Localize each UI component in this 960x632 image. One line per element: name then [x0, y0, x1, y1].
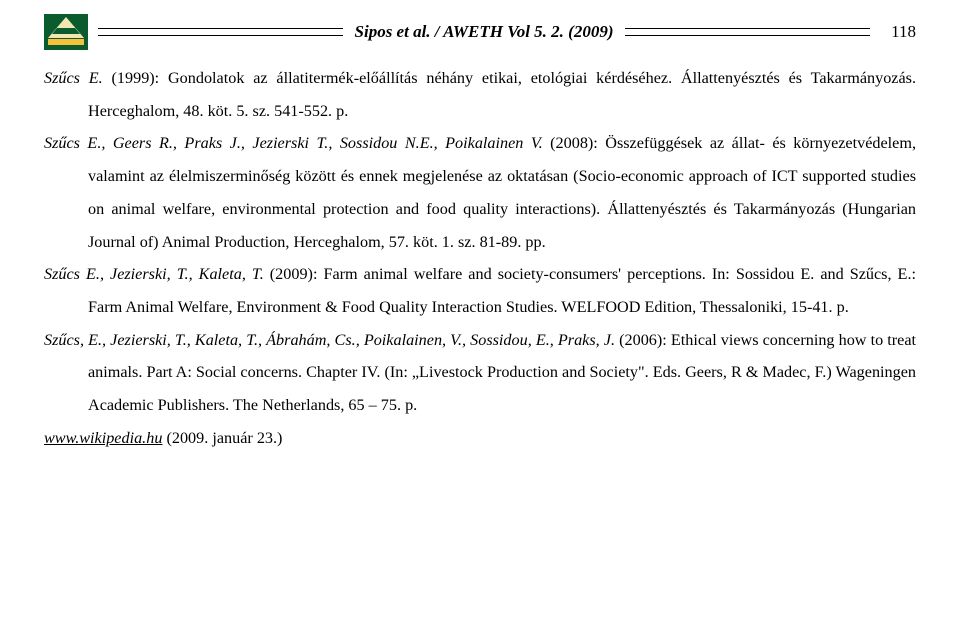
reference-text: (1999): Gondolatok az állatitermék-előál… [88, 69, 916, 120]
page-header: Sipos et al. / AWETH Vol 5. 2. (2009) 11… [44, 14, 916, 50]
references-list: Szűcs E. (1999): Gondolatok az állatiter… [44, 62, 916, 455]
reference-authors: Szűcs E., Jezierski, T., Kaleta, T. [44, 265, 264, 283]
header-rule-left [98, 28, 343, 36]
page-number: 118 [880, 22, 916, 42]
reference-authors: Szűcs E., Geers R., Praks J., Jezierski … [44, 134, 543, 152]
reference-url-rest: (2009. január 23.) [162, 429, 282, 447]
reference-authors: Szűcs E. [44, 69, 103, 87]
reference-url[interactable]: www.wikipedia.hu [44, 429, 162, 447]
journal-logo-icon [44, 14, 88, 50]
reference-item: Szűcs E. (1999): Gondolatok az állatiter… [44, 62, 916, 127]
running-header-title: Sipos et al. / AWETH Vol 5. 2. (2009) [355, 22, 614, 42]
reference-authors: Szűcs, E., Jezierski, T., Kaleta, T., Áb… [44, 331, 615, 349]
reference-link-item: www.wikipedia.hu (2009. január 23.) [44, 422, 916, 455]
reference-item: Szűcs, E., Jezierski, T., Kaleta, T., Áb… [44, 324, 916, 422]
reference-item: Szűcs E., Jezierski, T., Kaleta, T. (200… [44, 258, 916, 323]
page: Sipos et al. / AWETH Vol 5. 2. (2009) 11… [0, 0, 960, 455]
reference-item: Szűcs E., Geers R., Praks J., Jezierski … [44, 127, 916, 258]
header-rule-group: Sipos et al. / AWETH Vol 5. 2. (2009) [98, 22, 870, 42]
header-rule-right [625, 28, 870, 36]
